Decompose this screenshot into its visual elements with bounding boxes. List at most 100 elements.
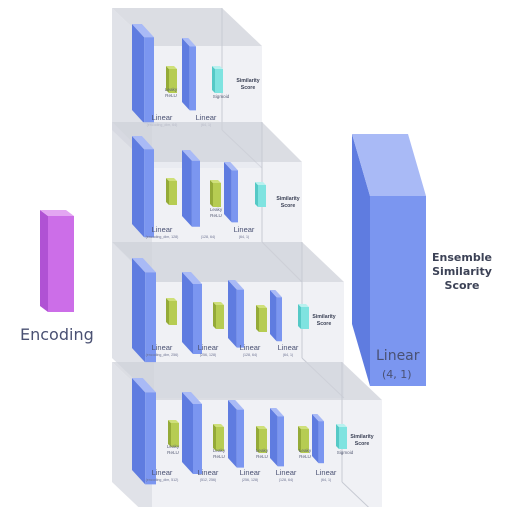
stack-4-activation-3-top [256, 426, 267, 429]
stack-2-linear-2 [191, 160, 200, 227]
stack-1-layer-label: Linear [196, 113, 217, 122]
stack-3-sigmoid-top [298, 304, 309, 307]
stack-3-layer-dims: (128, 64) [243, 353, 257, 357]
stack-4-sigmoid [339, 427, 347, 449]
stack-3-layer-label: Linear [198, 343, 219, 352]
stack-1-sigmoid-top [212, 66, 223, 69]
stack-1-output-label: Score [241, 85, 256, 91]
stack-4-linear-5 [318, 421, 324, 464]
stack-3-activation-2-top [213, 302, 224, 305]
ensemble-title: Ensemble Similarity Score [418, 251, 506, 293]
stack-1-linear-2-top [182, 38, 196, 47]
stack-4-sigmoid-top [336, 424, 347, 427]
stack-4-layer-label: Linear [198, 468, 219, 477]
stack-2-layer-dims: (encoding_dim, 128) [146, 235, 179, 239]
stack-4-layer-label: Linear [276, 468, 297, 477]
encoding-block [48, 216, 74, 312]
stack-4-linear-1 [145, 392, 156, 485]
stack-1-linear-1-top [132, 24, 154, 38]
stack-4-activation-1-side [168, 420, 171, 447]
stack-4-linear-4 [277, 416, 284, 467]
stack-2-linear-2-top [182, 150, 200, 161]
stack-3-activation-1 [169, 301, 177, 325]
stack-4-layer-label: Linear [316, 468, 337, 477]
stack-3-linear-1-side [132, 258, 146, 363]
stack-1-linear-2-side [182, 38, 190, 111]
stack-4-panel-edge [341, 481, 370, 507]
stack-1-activation-1 [169, 69, 177, 93]
stack-4-activation-3-side [256, 426, 259, 453]
stack-4-linear-4-side [270, 408, 278, 467]
stack-2-linear-3-top [224, 162, 238, 171]
stack-4-linear-2-side [182, 392, 193, 474]
encoding-label: Encoding [20, 325, 94, 344]
stack-3-activation-3-top [256, 305, 267, 308]
stack-1-activation-1-side [166, 66, 169, 93]
stack-4-activation-4 [301, 429, 309, 453]
stack-2-linear-2-side [182, 150, 192, 227]
stack-2-sigmoid-side [255, 182, 258, 207]
stack-1-output-label: Similarity [236, 78, 259, 84]
stack-3-activation-1-side [166, 298, 169, 325]
encoding-block-side [40, 210, 48, 312]
stack-3-sigmoid-side [298, 304, 301, 329]
stack-3-linear-4-top [270, 290, 282, 298]
stack-4-panel [152, 400, 382, 507]
stack-1-sigmoid-side [212, 66, 215, 93]
stack-4-linear-4-top [270, 408, 284, 417]
stack-4-linear-3-side [228, 400, 237, 468]
stack-3-linear-4 [276, 297, 282, 342]
stack-3-linear-3 [236, 289, 244, 348]
stack-4-layer-dims: (encoding_dim, 512) [146, 478, 179, 482]
ensemble-linear-dims: (4, 1) [382, 368, 412, 381]
stack-4-linear-3 [236, 409, 244, 468]
ensemble-title-line: Similarity [432, 265, 492, 278]
stack-4-layer-dims: (256, 128) [242, 478, 258, 482]
stack-4-layer-dims: (128, 64) [279, 478, 293, 482]
stack-2-linear-1-top [132, 136, 154, 150]
stack-2-layer-dims: (64, 1) [239, 235, 249, 239]
stack-2-activation-2 [213, 183, 221, 207]
stack-4-activation-label: Leaky [213, 448, 226, 453]
stack-4-linear-3-top [228, 400, 244, 410]
stack-3-activation-3 [259, 308, 267, 332]
stack-1-activation-label: Sigmoid [213, 94, 230, 99]
stack-3-layer-label: Linear [240, 343, 261, 352]
stack-3-layer-dims: (encoding_dim, 256) [146, 353, 179, 357]
stack-4-activation-2-side [213, 424, 216, 451]
stack-2-activation-2-top [210, 180, 221, 183]
stack-4-activation-label: ReLU [256, 454, 268, 459]
stack-2-activation-1-top [166, 178, 177, 181]
stack-2-activation-2-side [210, 180, 213, 207]
stack-4-linear-1-side [132, 378, 146, 485]
stack-4-layer-label: Linear [240, 468, 261, 477]
stack-2-linear-3 [231, 170, 238, 223]
stack-4-panel-top [112, 362, 382, 400]
stack-4-layer-dims: (64, 1) [321, 478, 331, 482]
stack-3-linear-2-side [182, 272, 193, 354]
ensemble-linear-block [370, 196, 426, 386]
stack-1-activation-label: ReLU [165, 93, 177, 98]
ensemble-linear-block-side [352, 134, 370, 386]
stack-4-activation-3 [259, 429, 267, 453]
stack-4-activation-2-top [213, 424, 224, 427]
stack-4-activation-label: ReLU [299, 454, 311, 459]
stack-3-layer-dims: (64, 1) [283, 353, 293, 357]
stack-4-linear-5-side [312, 414, 319, 464]
stack-3-layer-label: Linear [278, 343, 299, 352]
stack-4-activation-4-top [298, 426, 309, 429]
stack-2-output-label: Similarity [276, 196, 299, 202]
stack-1-linear-1 [144, 37, 154, 124]
stack-4-activation-label: Leaky [167, 444, 180, 449]
stack-3-output-label: Similarity [312, 314, 335, 320]
stack-2-sigmoid-top [255, 182, 266, 185]
stack-4-activation-1 [171, 423, 179, 447]
stack-4-layer-label: Linear [152, 468, 173, 477]
stack-2-layer-dims: (128, 64) [201, 235, 215, 239]
stack-3-output-label: Score [317, 321, 332, 327]
stack-4-activation-label: Sigmoid [337, 450, 354, 455]
stack-2-activation-label: ReLU [210, 213, 222, 218]
stack-2-activation-1 [169, 181, 177, 205]
